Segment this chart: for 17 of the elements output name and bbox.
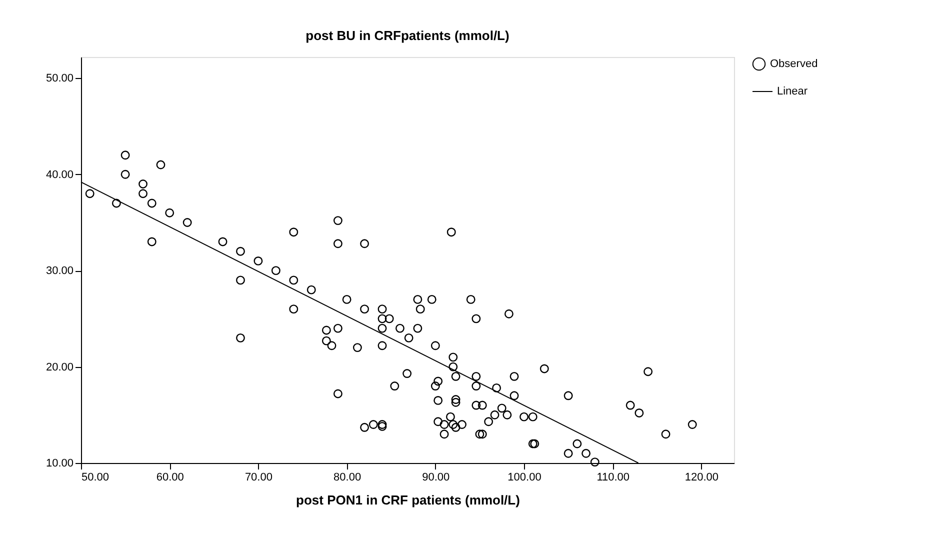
y-tick-label: 10.00 — [46, 458, 74, 470]
x-tick-label: 120.00 — [684, 472, 719, 484]
y-tick-label: 40.00 — [46, 168, 74, 181]
legend-label: Observed — [770, 58, 818, 70]
x-tick-label: 90.00 — [422, 472, 450, 484]
x-tick-label: 50.00 — [82, 472, 110, 484]
x-tick-label: 110.00 — [596, 472, 630, 484]
x-axis-title: post PON1 in CRF patients (mmol/L) — [296, 492, 520, 508]
x-tick-label: 60.00 — [156, 472, 184, 484]
y-tick-label: 30.00 — [46, 265, 74, 278]
y-tick-label: 20.00 — [46, 361, 74, 374]
x-tick-label: 70.00 — [244, 472, 272, 484]
chart-title: post BU in CRFpatients (mmol/L) — [306, 28, 510, 43]
x-tick-label: 80.00 — [334, 472, 362, 484]
x-tick-label: 100.00 — [508, 472, 542, 484]
y-tick-label: 50.00 — [46, 72, 74, 85]
legend-label: Linear — [777, 86, 808, 98]
